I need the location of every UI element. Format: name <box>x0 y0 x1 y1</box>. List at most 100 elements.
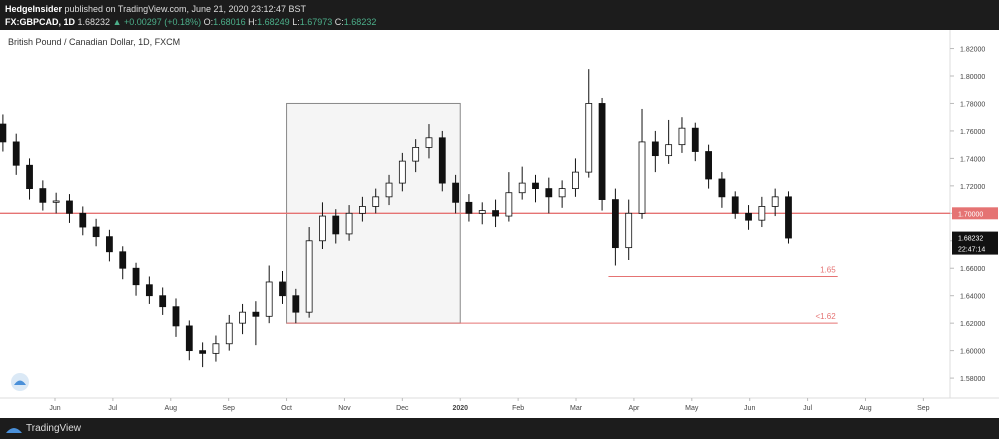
candle-body <box>52 200 60 203</box>
x-tick-label: 2020 <box>452 405 468 412</box>
candle-body <box>572 171 579 189</box>
tv-logo[interactable] <box>4 422 24 436</box>
candle-body <box>438 137 446 184</box>
header: HedgeInsider published on TradingView.co… <box>0 0 999 30</box>
publish-line: HedgeInsider published on TradingView.co… <box>5 4 306 14</box>
candle-body <box>319 215 326 242</box>
candle-body <box>731 196 739 214</box>
candle-body <box>585 103 593 173</box>
ohlc-value: 1.68232 <box>343 17 377 27</box>
y-tick-label: 1.64000 <box>960 294 985 301</box>
x-tick-label: Nov <box>338 405 351 412</box>
candle-body <box>492 210 499 217</box>
candle-body <box>172 306 180 327</box>
candle-body <box>532 182 539 189</box>
candle-body <box>26 164 33 189</box>
countdown: 22:47:14 <box>958 247 985 254</box>
candle-body <box>611 199 619 249</box>
y-tick-label: 1.72000 <box>960 184 985 191</box>
ohlc-value: 1.68016 <box>213 17 246 27</box>
candle-body <box>199 350 207 354</box>
x-tick-label: Sep <box>917 405 930 412</box>
y-tick-label: 1.66000 <box>960 266 985 273</box>
x-tick-label: Sep <box>222 405 235 412</box>
x-tick-label: Aug <box>165 405 178 412</box>
candle-body <box>505 192 513 217</box>
candle-body <box>106 236 113 253</box>
author[interactable]: HedgeInsider <box>5 4 63 14</box>
candle-body <box>425 137 433 148</box>
candle-body <box>758 206 766 221</box>
change: ▲ +0.00297 (+0.18%) <box>112 17 202 27</box>
published: published on TradingView.com, June 21, 2… <box>64 4 307 14</box>
y-tick-label: 1.60000 <box>960 349 985 356</box>
ohlc-key: C: <box>334 17 344 27</box>
candle-body <box>92 226 100 238</box>
candle-body <box>452 182 460 203</box>
candle-body <box>651 141 659 157</box>
y-tick-label: 1.74000 <box>960 156 985 163</box>
hline-label: 1.70000 <box>958 211 983 218</box>
level-label: <1.62 <box>815 312 836 321</box>
candle-body <box>159 295 167 308</box>
x-tick-label: Jul <box>108 405 117 412</box>
x-tick-label: Aug <box>859 405 872 412</box>
candle-body <box>119 251 127 269</box>
candle-body <box>412 147 420 162</box>
logo[interactable] <box>11 373 29 391</box>
candle-body <box>292 295 300 313</box>
candle-body <box>691 127 699 152</box>
candle-body <box>385 182 393 198</box>
ohlc-value: 1.68249 <box>257 17 290 27</box>
candle-body <box>79 212 87 228</box>
candle-body <box>132 267 140 286</box>
candle-body <box>545 188 553 198</box>
y-tick-label: 1.76000 <box>960 129 985 136</box>
candle-body <box>279 281 286 297</box>
candle-body <box>332 215 340 235</box>
candle-body <box>0 123 7 143</box>
brand[interactable]: TradingView <box>26 423 82 434</box>
candle-body <box>771 196 779 207</box>
ohlc-value: 1.67973 <box>299 17 333 27</box>
candle-body <box>66 200 73 214</box>
ohlc-key: O: <box>203 17 214 27</box>
candle-body <box>212 343 220 354</box>
candle-body <box>465 201 473 214</box>
y-tick-label: 1.80000 <box>960 74 985 81</box>
x-tick-label: Dec <box>396 405 409 412</box>
y-tick-label: 1.62000 <box>960 321 985 328</box>
x-tick-label: Apr <box>628 405 640 412</box>
candle-body <box>39 188 47 203</box>
candle-body <box>12 141 20 166</box>
candle-body <box>398 160 406 184</box>
ohlc: O:1.68016 H:1.68249 L:1.67973 C:1.68232 <box>204 17 377 27</box>
symbol[interactable]: FX:GBPCAD, 1D <box>5 17 76 27</box>
candle-body <box>478 210 486 214</box>
y-tick-label: 1.58000 <box>960 376 985 383</box>
candle-body <box>345 212 353 235</box>
y-tick-label: 1.78000 <box>960 101 985 108</box>
candle-body <box>705 151 712 180</box>
x-tick-label: Jul <box>803 405 812 412</box>
chart: British Pound / Canadian Dollar, 1D, FXC… <box>0 30 999 418</box>
last-price-bg <box>952 231 998 255</box>
candle-body <box>225 322 233 345</box>
price: 1.68232 <box>77 17 111 27</box>
x-tick-label: Feb <box>512 405 524 412</box>
candle-body <box>359 206 366 214</box>
footer: TradingView <box>0 418 999 439</box>
candle-body <box>252 311 260 317</box>
chart-bg <box>0 30 999 418</box>
level-label: 1.65 <box>820 265 836 274</box>
candle-body <box>785 196 792 239</box>
candle-body <box>718 178 726 198</box>
x-tick-label: Jun <box>49 405 60 412</box>
hline-label-bg <box>952 207 998 220</box>
x-tick-label: May <box>685 405 699 412</box>
candle-body <box>598 103 606 200</box>
candle-body <box>678 127 686 146</box>
candle-body <box>265 281 273 317</box>
candle-body <box>239 311 246 324</box>
